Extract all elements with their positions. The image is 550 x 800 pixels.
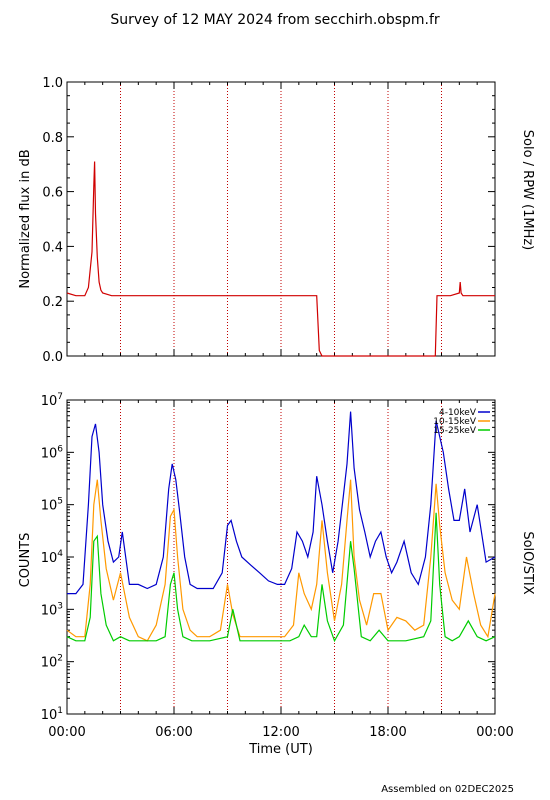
stix-instrument-label: SolO/STIX (520, 531, 535, 594)
y-tick-label: 0.2 (42, 295, 63, 310)
y-tick-label: 0.0 (42, 350, 63, 365)
rpw-plot-frame (66, 81, 496, 357)
y-tick-label: 105 (41, 497, 63, 514)
y-tick-label: 107 (41, 392, 63, 409)
y-tick-label: 102 (41, 654, 63, 671)
y-tick-label: 103 (41, 601, 63, 618)
legend-label: 10-15keV (433, 417, 477, 427)
rpw-y-axis: 0.0 0.2 0.4 0.6 0.8 1.0 (42, 76, 495, 365)
rpw-y-axis-label: Normalized flux in dB (18, 149, 33, 288)
x-tick-label: 12:00 (262, 725, 299, 740)
x-tick-label: 18:00 (369, 725, 406, 740)
y-tick-label: 101 (41, 706, 63, 723)
stix-series-15-25keV (66, 512, 496, 643)
stix-panel: 101 102 103 104 105 106 107 00:00 06:00 12:00 18:… (18, 392, 535, 757)
stix-series-4-10keV (67, 411, 496, 595)
figure-title: Survey of 12 MAY 2024 from secchirh.obsp… (110, 12, 440, 28)
x-tick-label: 06:00 (155, 725, 192, 740)
y-tick-label: 0.6 (42, 186, 63, 201)
x-tick-label: 00:00 (476, 725, 513, 740)
legend-label: 4-10keV (439, 408, 477, 418)
x-tick-label: 00:00 (48, 725, 85, 740)
legend-label: 15-25keV (433, 426, 477, 436)
assembled-footer: Assembled on 02DEC2025 (381, 784, 514, 795)
stix-hour-markers (120, 400, 442, 714)
stix-y-axis: 101 102 103 104 105 106 107 (41, 392, 495, 723)
stix-series-10-15keV (66, 479, 496, 642)
rpw-instrument-label: Solo / RPW (1MHz) (520, 130, 535, 251)
rpw-hour-markers (120, 82, 442, 356)
stix-x-axis: 00:00 06:00 12:00 18:00 00:00 (48, 400, 514, 740)
y-tick-label: 0.4 (42, 240, 63, 255)
rpw-panel: 0.0 0.2 0.4 0.6 0.8 1.0 Normalized flux in dB… (18, 76, 535, 365)
y-tick-label: 1.0 (42, 76, 63, 91)
y-tick-label: 104 (41, 549, 64, 566)
rpw-x-ticks (66, 82, 496, 356)
y-tick-label: 0.8 (42, 131, 63, 146)
y-tick-label: 106 (41, 444, 64, 461)
stix-x-axis-label: Time (UT) (248, 742, 313, 757)
rpw-flux-series (66, 161, 495, 357)
stix-series-group (66, 411, 496, 643)
stix-y-axis-label: COUNTS (18, 533, 33, 588)
